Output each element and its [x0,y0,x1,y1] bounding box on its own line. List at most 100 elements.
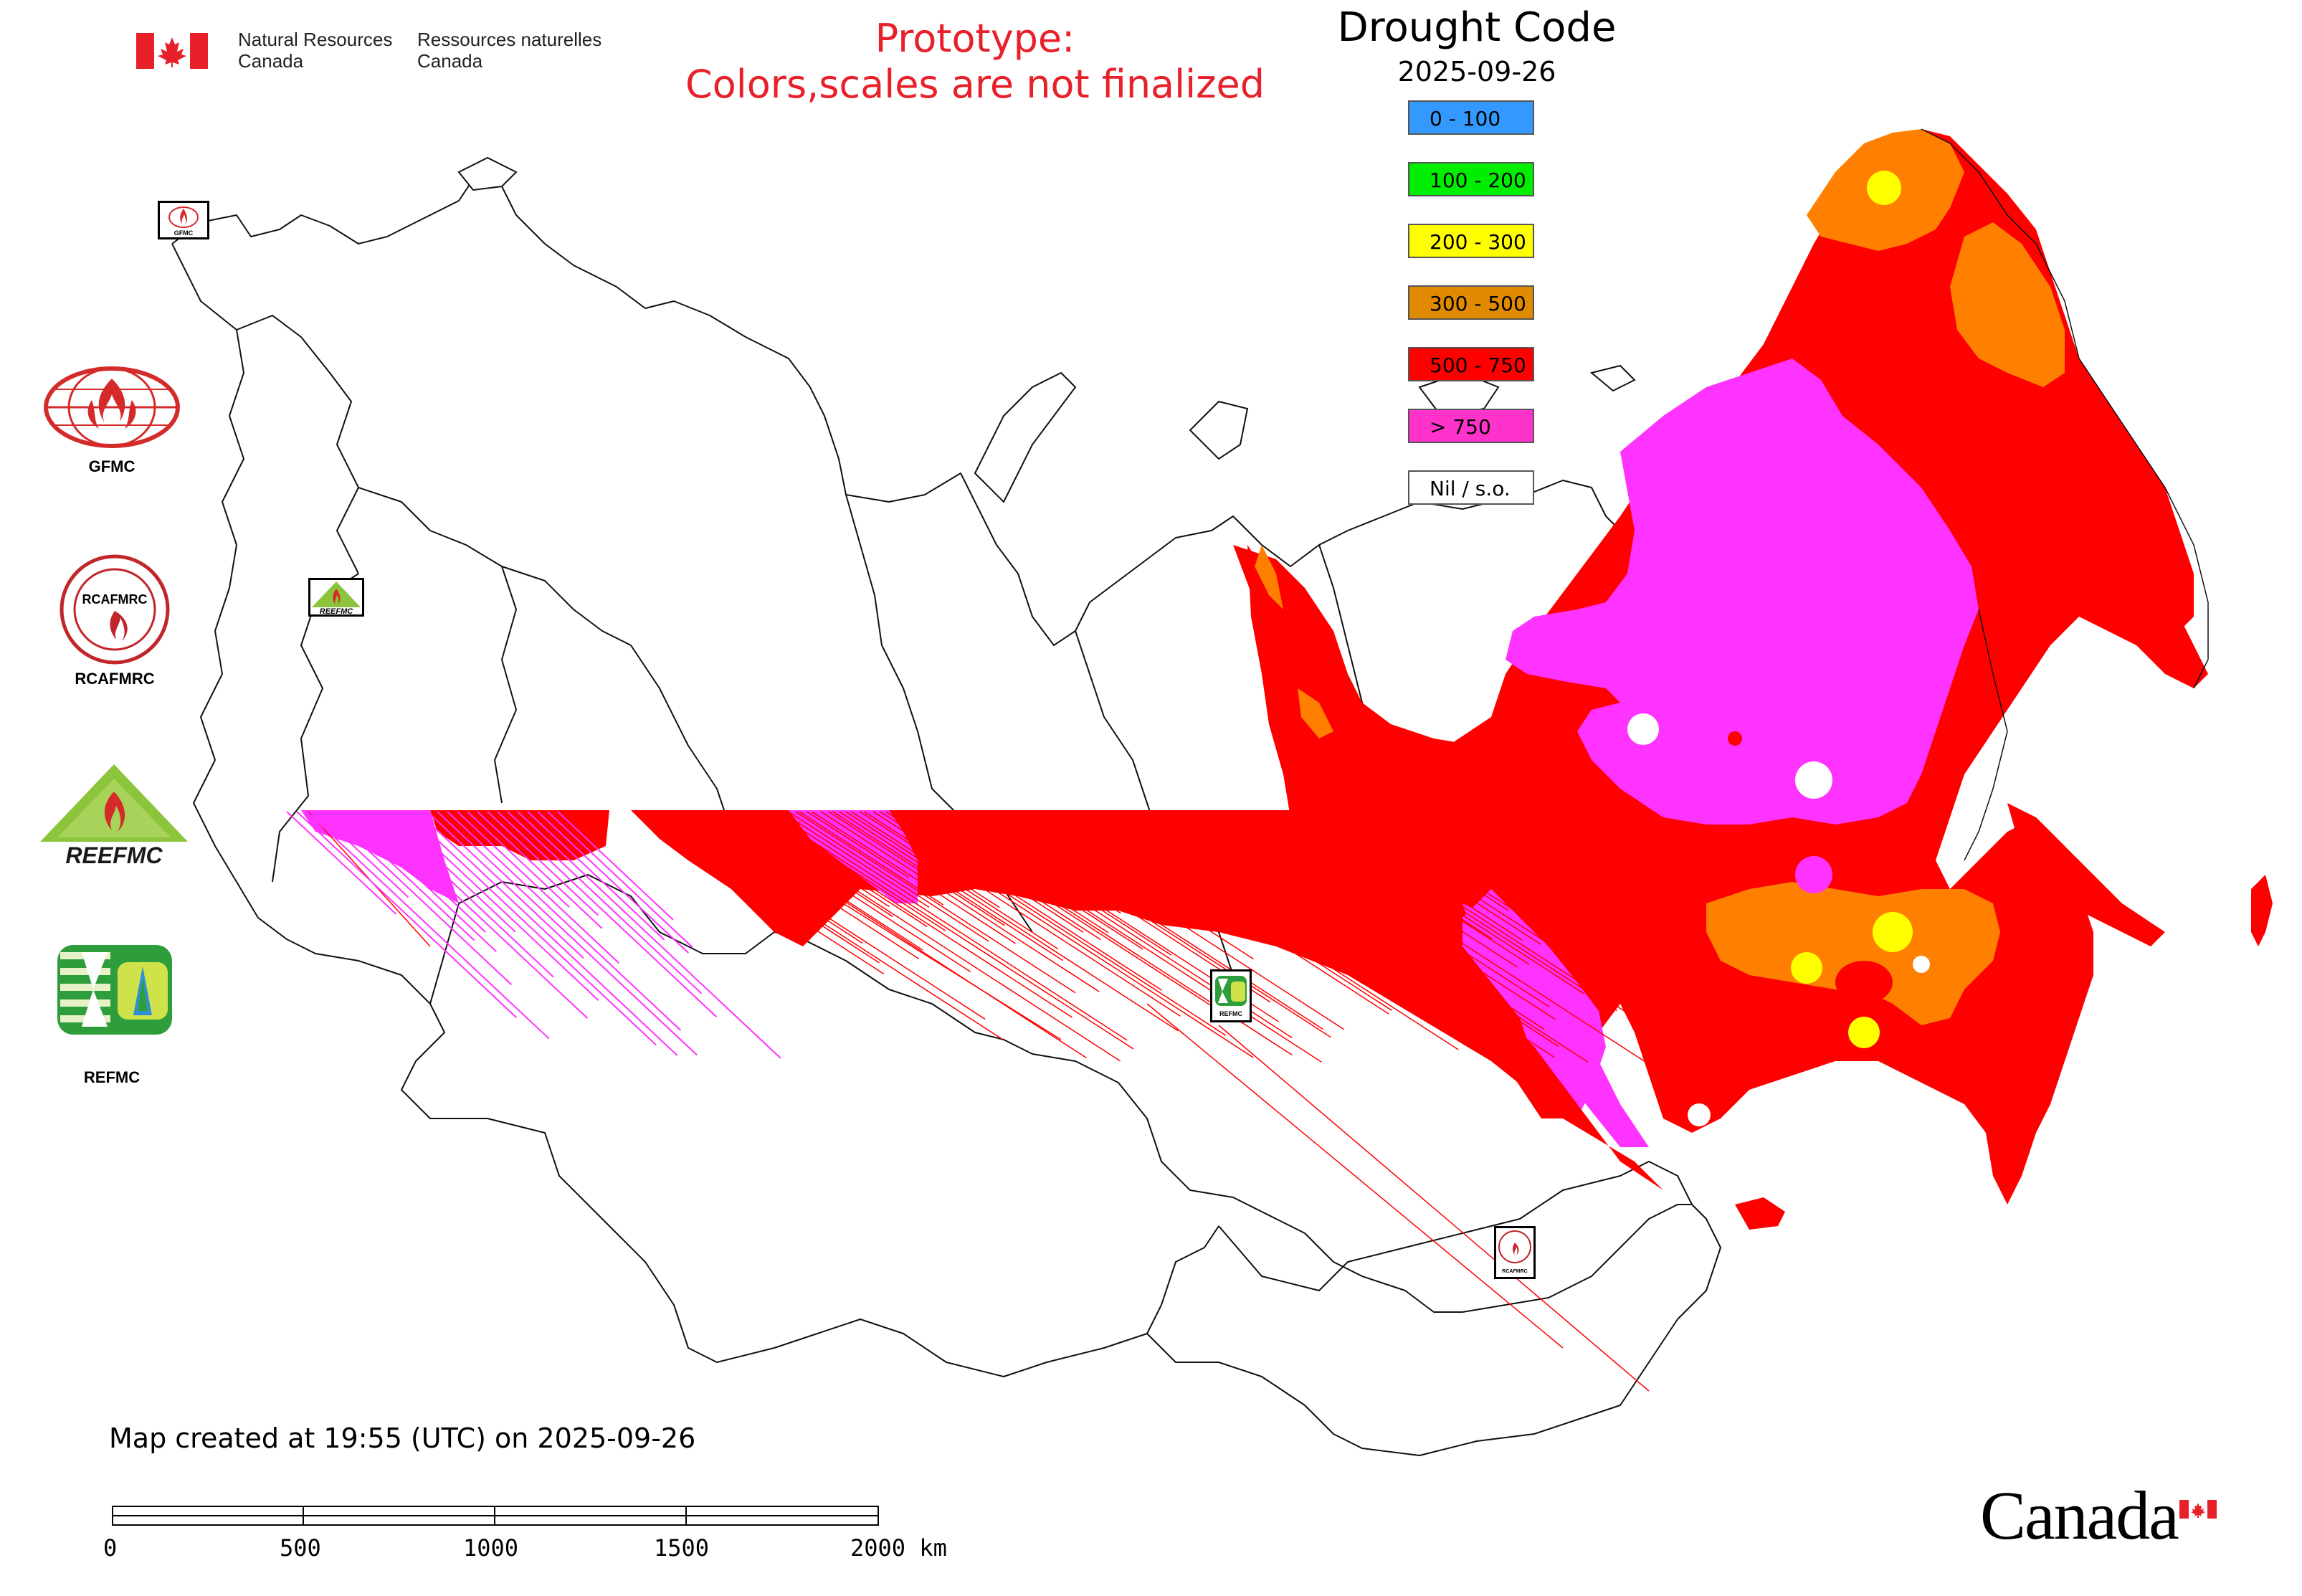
streak-line [730,811,893,917]
gfmc-logo-label: GFMC [88,457,135,475]
streak-line [1234,811,1556,1020]
streak-line [1316,811,1678,1046]
overlay-outlines [1921,128,2209,861]
outline-region-4 [494,566,517,804]
gfmc-logo [40,364,184,457]
agency-fr-line1: Ressources naturelles [417,29,602,50]
streak-line [992,811,1078,868]
streak-line [1108,811,1462,1040]
streak-red-top [430,810,609,860]
streak-line [885,811,1162,991]
streak-line [690,811,920,959]
streak-line [890,811,973,865]
nil-hole-4 [1688,1103,1711,1126]
streak-line-pink [336,811,475,941]
streak-line [851,811,1000,908]
streak-line-pink [356,811,487,933]
streak-line [1343,811,1599,977]
streak-line-pink [457,811,620,964]
streak-line [1302,811,1585,994]
legend-date: 2025-09-26 [1397,56,1556,87]
streak-line [864,811,1181,1017]
streak-line [1283,811,1364,864]
streak-line [1037,811,1206,921]
streak-line [1174,811,1555,1058]
outline-china-east [1462,1204,1692,1313]
streak-line [1136,811,1329,937]
streak-line [795,811,1076,994]
streak-line [1071,811,1277,945]
streak-line-pink [326,811,513,986]
zone-yellow-northeast [1867,171,1901,205]
streak-line [1265,811,1389,891]
streak-line [1367,811,1450,865]
gfmc-logo-icon [44,366,180,448]
canada-flag-icon [136,33,208,69]
streak-line-pink [296,811,518,1019]
canada-wordmark-flag-icon [2179,1500,2217,1519]
red-dot-1 [1728,731,1742,746]
streak-line [1090,811,1459,1050]
streak-line-pink [376,811,554,978]
streak-line [1361,811,1597,964]
streak-line-long [1146,1003,1564,1349]
rcafmrc-marker-icon: RCAFMRC [1498,1230,1531,1274]
zone-red-sakhalin [2007,803,2165,946]
streak-line [1014,811,1135,890]
streak-line [1059,811,1161,878]
streak-line-pink [507,811,703,994]
scale-bar [112,1506,879,1527]
streak-line [1200,811,1589,1063]
island-wrangel [1589,364,1636,392]
streak-pink-right [1462,903,1649,1147]
streak-line [1247,811,1550,1008]
streak-line [1030,811,1217,933]
streak-line-pink [316,811,409,898]
rcafmrc-logo-label: RCAFMRC [75,670,155,688]
scale-tick-2000: 2000 km [850,1534,947,1562]
streak-line [860,811,976,887]
rcafmrc-marker[interactable]: RCAFMRC [1494,1226,1536,1279]
streak-line [1276,811,1518,968]
streak-line [807,811,909,878]
streak-line [1103,811,1290,934]
outline-scandinavia [171,179,847,495]
streak-line-pink [406,811,657,1046]
reefmc-marker[interactable]: REEFMC [308,578,364,617]
streak-line-pink [346,811,498,953]
streak-line [753,811,1072,1018]
streak-line-pink [366,811,589,1020]
outline-region-3 [358,487,632,646]
zone-orange-taymyr [1255,545,1283,609]
zone-red-kamchatka [2022,437,2208,688]
streak-line-pink [557,811,674,921]
legend-title: Drought Code [1337,4,1617,51]
streak-line [1250,811,1441,936]
outline-china-north [1146,1204,1721,1456]
streak-line [1084,811,1392,1011]
streak-line [781,811,930,908]
zone-orange-northeast [1950,222,2065,387]
outline-okhotsk [1964,609,2008,861]
streak-line [930,811,1143,950]
gfmc-marker-text: GFMC [174,229,194,237]
nil-hole-5 [2055,1116,2075,1136]
streak-line [1195,811,1559,1048]
streak-line-pink [417,811,678,1056]
streak-line [1227,811,1425,940]
reefmc-marker-text: REEFMC [320,607,354,614]
streak-line-pink [467,811,570,908]
streak-line [811,811,1016,944]
refmc-logo-icon [57,945,172,1035]
drought-shading [1233,129,2273,1230]
streak-line [981,811,1331,1038]
streak-line [1335,811,1541,945]
refmc-marker[interactable]: REFMC [1210,969,1252,1022]
gfmc-marker[interactable]: GFMC [158,201,209,239]
streak-line [1389,811,1497,881]
map-created-text: Map created at 19:55 (UTC) on 2025-09-26 [109,1422,696,1454]
outline-kazakhstan-south [401,1003,1219,1377]
streak-line-pink [497,811,718,1017]
zone-yellow-amur-1 [1873,912,1913,952]
legend-item-0: 0 - 100 [1408,100,1534,135]
